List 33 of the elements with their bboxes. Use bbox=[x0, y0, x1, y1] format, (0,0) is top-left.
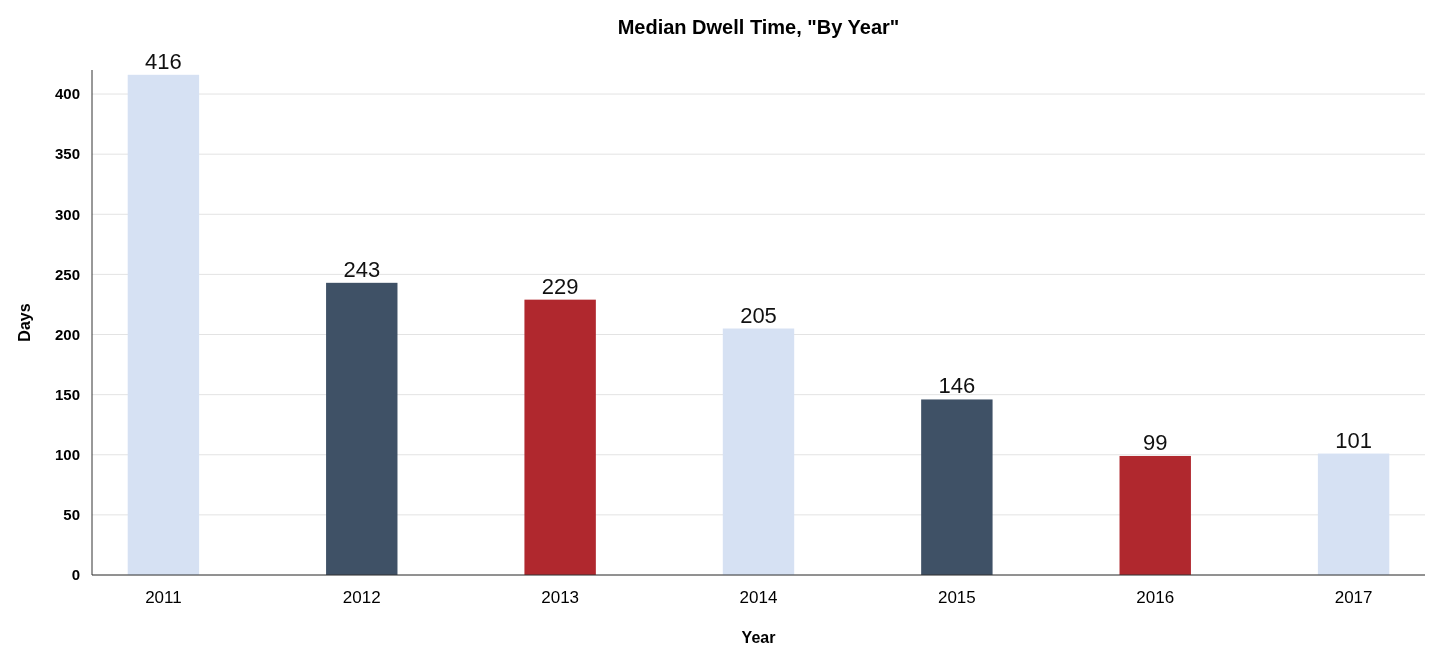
x-tick-label: 2017 bbox=[1334, 588, 1373, 607]
bar bbox=[127, 74, 200, 575]
data-label: 229 bbox=[541, 273, 579, 299]
data-label: 146 bbox=[938, 373, 976, 399]
data-label: 99 bbox=[1142, 429, 1168, 455]
y-tick-label: 150 bbox=[54, 385, 80, 403]
data-label: 416 bbox=[145, 48, 182, 74]
data-label: 101 bbox=[1335, 427, 1372, 453]
y-tick-label: 100 bbox=[54, 446, 80, 464]
y-tick-label: 250 bbox=[54, 265, 80, 283]
y-axis-title: Days bbox=[16, 303, 33, 342]
y-tick-label: 400 bbox=[54, 85, 80, 103]
x-tick-label: 2016 bbox=[1136, 588, 1175, 607]
chart-title: Median Dwell Time, "By Year" bbox=[617, 16, 900, 38]
x-tick-label: 2015 bbox=[937, 588, 976, 607]
x-axis-title: Year bbox=[741, 629, 776, 646]
y-tick-label: 350 bbox=[54, 145, 80, 163]
bar bbox=[326, 282, 398, 575]
y-tick-label: 300 bbox=[54, 205, 80, 223]
data-label: 243 bbox=[343, 256, 381, 282]
y-tick-label: 50 bbox=[63, 506, 80, 524]
data-label: 205 bbox=[740, 302, 777, 328]
bar bbox=[524, 299, 596, 575]
y-tick-label: 0 bbox=[71, 566, 80, 584]
bar bbox=[722, 328, 795, 575]
x-tick-label: 2014 bbox=[739, 588, 778, 607]
bar bbox=[921, 399, 993, 575]
x-tick-label: 2011 bbox=[145, 588, 182, 607]
x-tick-label: 2013 bbox=[541, 588, 580, 607]
x-tick-label: 2012 bbox=[342, 588, 381, 607]
y-tick-label: 200 bbox=[54, 325, 80, 343]
bar bbox=[1119, 455, 1191, 575]
bar bbox=[1317, 453, 1390, 575]
